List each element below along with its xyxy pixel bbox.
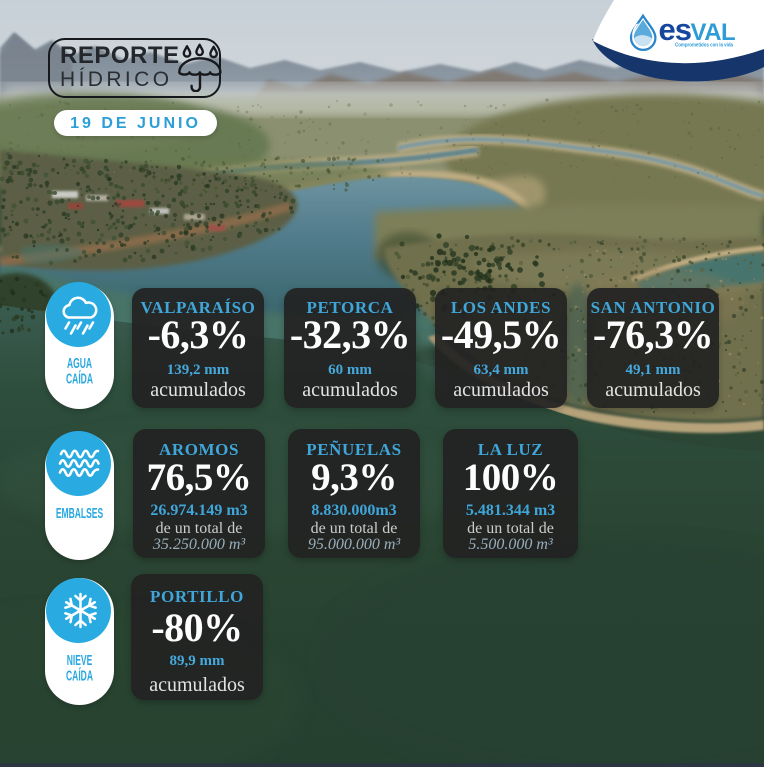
svg-text:Comprometidos con la vida: Comprometidos con la vida: [675, 43, 734, 49]
svg-text:es: es: [659, 12, 691, 47]
svg-text:VAL: VAL: [691, 19, 736, 46]
